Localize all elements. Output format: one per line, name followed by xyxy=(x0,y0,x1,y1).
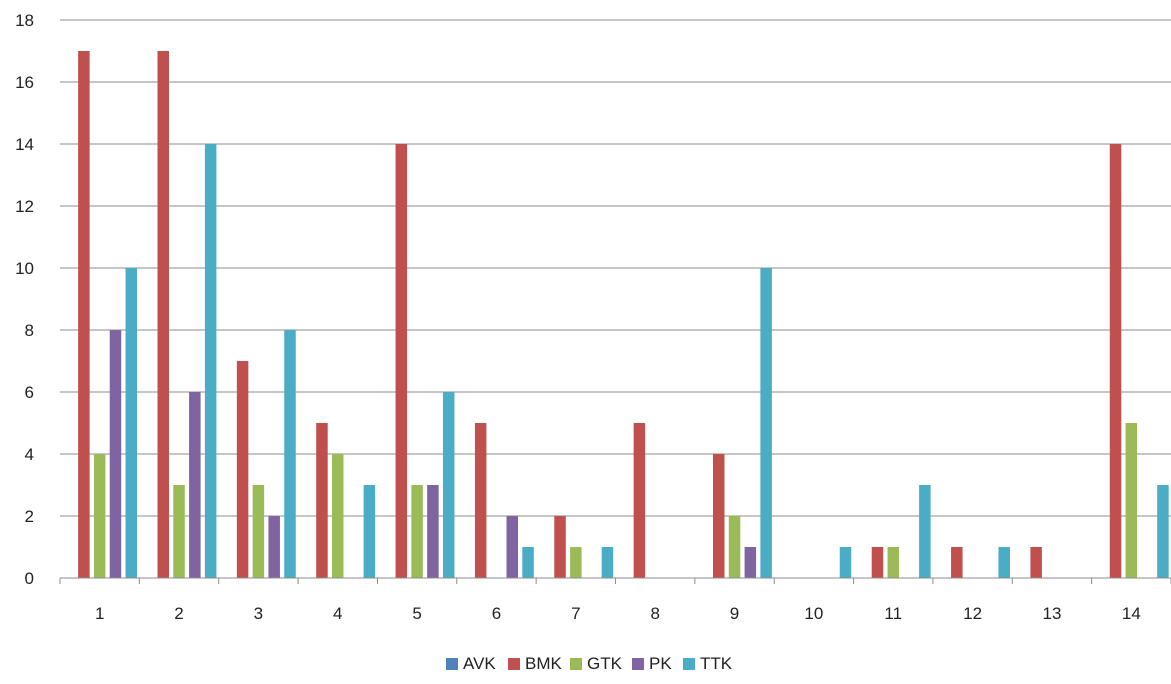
legend-swatch xyxy=(570,658,582,670)
legend-item-pk: PK xyxy=(632,654,672,673)
bar-pk-1 xyxy=(109,330,122,578)
x-tick-label: 11 xyxy=(884,604,902,623)
x-axis-tick-labels: 1 2 3 4 5 6 7 8 9 10 11 12 13 14 xyxy=(95,604,1141,623)
bar-bmk-9 xyxy=(712,454,725,578)
bar-ttk-6 xyxy=(522,547,534,578)
bar-ttk-9 xyxy=(760,268,772,578)
x-tick-label: 10 xyxy=(804,604,823,623)
bar-bmk-5 xyxy=(395,144,408,578)
bar-bmk-11 xyxy=(871,547,884,578)
bar-ttk-11 xyxy=(919,485,931,578)
legend-label: AVK xyxy=(463,654,496,673)
bar-ttk-2 xyxy=(204,144,217,578)
legend: AVK BMK GTK PK TTK xyxy=(446,654,733,673)
bar-ttk-5 xyxy=(442,392,455,578)
bar-pk-5 xyxy=(427,485,439,578)
legend-swatch xyxy=(632,658,644,670)
legend-item-gtk: GTK xyxy=(570,654,623,673)
x-tick-label: 1 xyxy=(95,604,104,623)
y-axis-tick-labels: 0 2 4 6 8 10 12 14 16 18 xyxy=(15,11,34,588)
bar-bmk-3 xyxy=(236,361,249,578)
x-tick-label: 8 xyxy=(650,604,659,623)
legend-item-avk: AVK xyxy=(446,654,496,673)
bar-gtk-7 xyxy=(570,547,582,578)
x-tick-label: 4 xyxy=(333,604,342,623)
bar-pk-6 xyxy=(506,516,519,578)
y-tick-label: 0 xyxy=(25,569,34,588)
bar-bmk-4 xyxy=(316,423,328,578)
x-tick-label: 6 xyxy=(492,604,501,623)
x-tick-label: 7 xyxy=(571,604,580,623)
bar-ttk-1 xyxy=(125,268,138,578)
legend-swatch xyxy=(683,658,695,670)
legend-label: GTK xyxy=(587,654,623,673)
y-tick-label: 6 xyxy=(25,383,34,402)
legend-item-bmk: BMK xyxy=(508,654,563,673)
bar-ttk-14 xyxy=(1157,485,1169,578)
bar-gtk-14 xyxy=(1125,423,1138,578)
bar-gtk-4 xyxy=(332,454,344,578)
legend-label: BMK xyxy=(525,654,563,673)
y-tick-label: 16 xyxy=(15,73,34,92)
x-axis xyxy=(59,577,1171,584)
x-tick-label: 12 xyxy=(963,604,982,623)
bar-bmk-2 xyxy=(157,51,169,578)
y-tick-label: 2 xyxy=(25,507,34,526)
legend-swatch xyxy=(508,658,520,670)
bar-bmk-1 xyxy=(78,51,90,578)
bar-gtk-2 xyxy=(173,485,185,578)
bar-ttk-12 xyxy=(998,547,1010,578)
y-tick-label: 14 xyxy=(15,135,34,154)
bar-bmk-12 xyxy=(951,547,963,578)
bar-bmk-7 xyxy=(554,516,566,578)
bars xyxy=(78,51,1169,578)
bar-ttk-4 xyxy=(363,485,376,578)
bar-gtk-3 xyxy=(252,485,265,578)
y-tick-label: 18 xyxy=(15,11,34,30)
y-tick-label: 10 xyxy=(15,259,34,278)
bar-bmk-6 xyxy=(474,423,487,578)
bar-pk-9 xyxy=(744,547,757,578)
x-tick-label: 13 xyxy=(1043,604,1062,623)
gridlines xyxy=(60,19,1171,517)
bar-gtk-11 xyxy=(887,547,899,578)
bar-pk-3 xyxy=(268,516,280,578)
x-tick-label: 14 xyxy=(1122,604,1141,623)
legend-label: PK xyxy=(649,654,672,673)
bar-gtk-9 xyxy=(728,516,741,578)
y-tick-label: 8 xyxy=(25,321,34,340)
bar-ttk-10 xyxy=(839,547,852,578)
bar-gtk-5 xyxy=(411,485,423,578)
bar-bmk-14 xyxy=(1109,144,1122,578)
bar-gtk-1 xyxy=(93,454,106,578)
x-tick-label: 2 xyxy=(174,604,183,623)
bar-pk-2 xyxy=(189,392,201,578)
x-tick-label: 3 xyxy=(254,604,263,623)
y-tick-label: 12 xyxy=(15,197,34,216)
bar-bmk-13 xyxy=(1030,547,1042,578)
legend-label: TTK xyxy=(700,654,733,673)
legend-item-ttk: TTK xyxy=(683,654,733,673)
bar-bmk-8 xyxy=(633,423,646,578)
bar-ttk-7 xyxy=(601,547,614,578)
legend-swatch xyxy=(446,658,458,670)
bar-ttk-3 xyxy=(284,330,296,578)
x-tick-label: 5 xyxy=(412,604,421,623)
x-tick-label: 9 xyxy=(730,604,739,623)
y-tick-label: 4 xyxy=(25,445,34,464)
